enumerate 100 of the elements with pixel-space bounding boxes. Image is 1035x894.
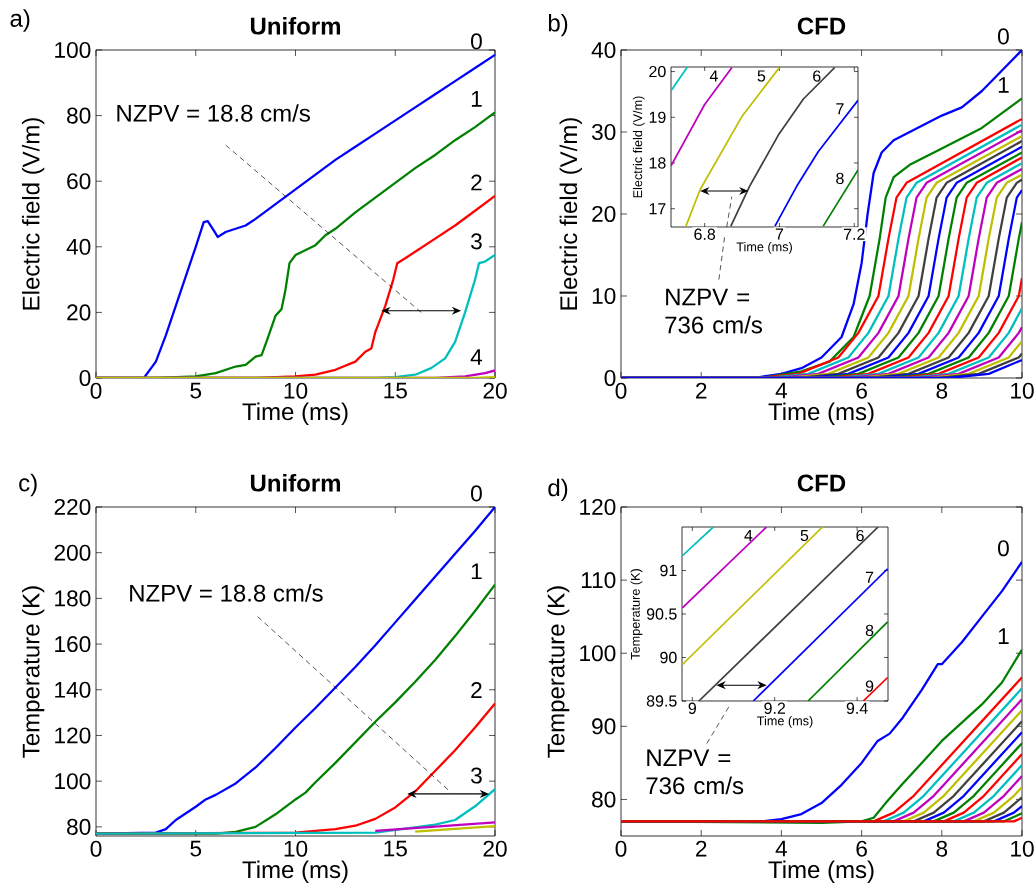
x-tick-label: 10 bbox=[1011, 382, 1034, 399]
y-tick-label: 60 bbox=[67, 173, 91, 190]
x-tick-label: 9 bbox=[688, 702, 696, 714]
series-label: 9 bbox=[865, 680, 874, 692]
y-tick-label: 110 bbox=[581, 572, 616, 589]
y-axis-title: Temperature (K) bbox=[546, 586, 570, 758]
x-axis-title: Time (ms) bbox=[242, 860, 348, 883]
text: c) bbox=[19, 473, 37, 497]
y-tick-label: 120 bbox=[580, 498, 616, 516]
series-label: 4 bbox=[709, 70, 718, 82]
y-tick-label: 160 bbox=[55, 636, 91, 653]
series-label: 8 bbox=[865, 624, 874, 637]
series-label: 8 bbox=[836, 172, 844, 185]
x-tick-label: 20 bbox=[483, 840, 507, 857]
y-tick-label: 20 bbox=[67, 304, 91, 321]
series-label: 5 bbox=[757, 70, 766, 82]
y-tick-label: 20 bbox=[592, 205, 616, 223]
series-label: 7 bbox=[865, 571, 874, 583]
series-label: 7 bbox=[836, 103, 844, 115]
y-tick-label: 140 bbox=[55, 681, 91, 698]
series-label: 0 bbox=[471, 33, 482, 50]
y-tick-label: 0 bbox=[79, 369, 91, 387]
y-tick-label: 17 bbox=[649, 203, 666, 215]
series-label: 1 bbox=[998, 77, 1009, 93]
x-tick-label: 6 bbox=[856, 840, 867, 857]
series-label: 5 bbox=[800, 529, 809, 542]
x-axis-title: Time (ms) bbox=[736, 241, 792, 254]
x-axis-title: Time (ms) bbox=[768, 860, 874, 883]
series-label: 1 bbox=[471, 563, 482, 580]
chart-title: CFD bbox=[797, 17, 846, 35]
y-tick-label: 20 bbox=[649, 65, 666, 78]
y-tick-label: 40 bbox=[591, 41, 616, 59]
y-tick-label: 90.5 bbox=[646, 608, 677, 620]
series-label: 2 bbox=[471, 174, 482, 191]
text: a) bbox=[10, 9, 30, 32]
x-tick-label: 0 bbox=[90, 382, 102, 399]
y-axis-title: Temperature (K) bbox=[21, 586, 45, 758]
x-tick-label: 7.2 bbox=[843, 228, 865, 240]
x-tick-label: 5 bbox=[190, 382, 202, 399]
x-tick-label: 15 bbox=[384, 382, 407, 399]
y-tick-label: 100 bbox=[55, 41, 91, 59]
x-tick-label: 0 bbox=[90, 840, 102, 857]
y-tick-label: 120 bbox=[55, 727, 91, 744]
series-label: 2 bbox=[471, 682, 482, 698]
series-label: 6 bbox=[813, 70, 821, 82]
x-axis-title: Time (ms) bbox=[242, 402, 348, 425]
series-label: 4 bbox=[470, 349, 483, 365]
annotation: NZPV = 18.8 cm/s bbox=[130, 584, 323, 602]
x-tick-label: 15 bbox=[384, 840, 407, 857]
y-tick-label: 200 bbox=[54, 544, 91, 561]
x-tick-label: 9.2 bbox=[764, 702, 786, 714]
x-tick-label: 10 bbox=[284, 382, 308, 399]
y-tick-label: 80 bbox=[67, 107, 91, 124]
series-label: 4 bbox=[744, 529, 753, 541]
annotation: NZPV = 18.8 cm/s bbox=[117, 104, 310, 122]
x-tick-label: 20 bbox=[483, 382, 507, 399]
x-tick-label: 2 bbox=[696, 382, 707, 399]
y-tick-label: 18 bbox=[649, 157, 666, 169]
y-axis-title: Electric field (V/m) bbox=[559, 118, 582, 310]
y-tick-label: 220 bbox=[54, 498, 91, 516]
x-tick-label: 8 bbox=[936, 840, 948, 857]
chart-title: CFD bbox=[797, 474, 846, 492]
y-tick-label: 91 bbox=[660, 564, 677, 577]
x-tick-label: 9.4 bbox=[846, 702, 868, 714]
x-tick-label: 8 bbox=[936, 382, 948, 399]
y-tick-label: 100 bbox=[580, 645, 616, 662]
annotation: NZPV = 736 cm/s bbox=[646, 749, 744, 795]
y-tick-label: 89.5 bbox=[646, 695, 677, 707]
x-tick-label: 0 bbox=[615, 840, 627, 857]
chart-title: Uniform bbox=[250, 473, 341, 492]
text: b) bbox=[548, 13, 568, 37]
x-tick-label: 2 bbox=[696, 840, 707, 857]
series-label: 0 bbox=[998, 28, 1009, 45]
x-tick-label: 4 bbox=[775, 382, 788, 399]
x-tick-label: 7 bbox=[775, 228, 784, 240]
y-tick-label: 90 bbox=[660, 651, 677, 664]
y-tick-label: 80 bbox=[592, 791, 616, 808]
series-label: 6 bbox=[856, 529, 864, 542]
y-axis-title: Electric field (V/m) bbox=[21, 118, 45, 310]
x-tick-label: 4 bbox=[775, 840, 788, 857]
y-tick-label: 90 bbox=[592, 718, 616, 735]
x-tick-label: 0 bbox=[615, 382, 627, 399]
text: d) bbox=[548, 478, 568, 502]
y-tick-label: 180 bbox=[55, 590, 91, 607]
y-tick-label: 100 bbox=[55, 773, 91, 790]
y-tick-label: 10 bbox=[592, 287, 616, 305]
x-tick-label: 6.8 bbox=[694, 228, 716, 240]
y-tick-label: 30 bbox=[591, 123, 616, 141]
y-tick-label: 40 bbox=[66, 238, 91, 255]
series-label: 3 bbox=[470, 233, 482, 250]
series-label: 0 bbox=[471, 485, 482, 502]
x-tick-label: 5 bbox=[190, 840, 202, 857]
y-tick-label: 80 bbox=[67, 818, 91, 835]
x-tick-label: 6 bbox=[856, 382, 867, 399]
y-tick-label: 19 bbox=[649, 111, 666, 123]
annotation: NZPV = 736 cm/s bbox=[665, 288, 763, 334]
series-label: 0 bbox=[998, 540, 1009, 557]
series-label: 1 bbox=[998, 628, 1009, 644]
x-tick-label: 10 bbox=[284, 840, 308, 857]
y-axis-title: Temperature (K) bbox=[630, 569, 643, 660]
